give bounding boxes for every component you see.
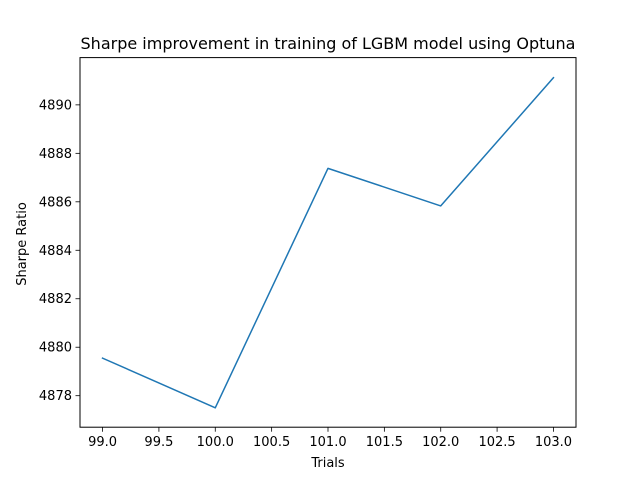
x-tick-label: 102.0 [422, 435, 459, 450]
y-tick-label: 4886 [39, 195, 72, 210]
x-tick-label: 102.5 [478, 435, 515, 450]
x-tick-label: 100.0 [197, 435, 234, 450]
series-layer [101, 76, 555, 409]
x-tick-label: 100.5 [253, 435, 290, 450]
x-tick-label: 99.5 [144, 435, 173, 450]
x-axis-label: Trials [310, 456, 345, 471]
chart-title: Sharpe improvement in training of LGBM m… [81, 34, 576, 53]
x-tick-label: 101.0 [309, 435, 346, 450]
y-tick-label: 4890 [39, 98, 72, 113]
y-tick-label: 4880 [39, 341, 72, 356]
y-axis-label: Sharpe Ratio [15, 202, 30, 286]
x-axis: 99.0 99.5 100.0 100.5 101.0 101.5 102.0 102.5 10… [88, 427, 572, 450]
y-axis: 4878 4880 4882 4884 4886 4888 4890 [39, 98, 80, 404]
x-tick-label: 99.0 [88, 435, 117, 450]
y-tick-label: 4888 [39, 147, 72, 162]
y-tick-label: 4878 [39, 389, 72, 404]
y-tick-label: 4882 [39, 292, 72, 307]
x-tick-label: 101.5 [366, 435, 403, 450]
y-tick-label: 4884 [39, 244, 72, 259]
x-tick-label: 103.0 [535, 435, 572, 450]
